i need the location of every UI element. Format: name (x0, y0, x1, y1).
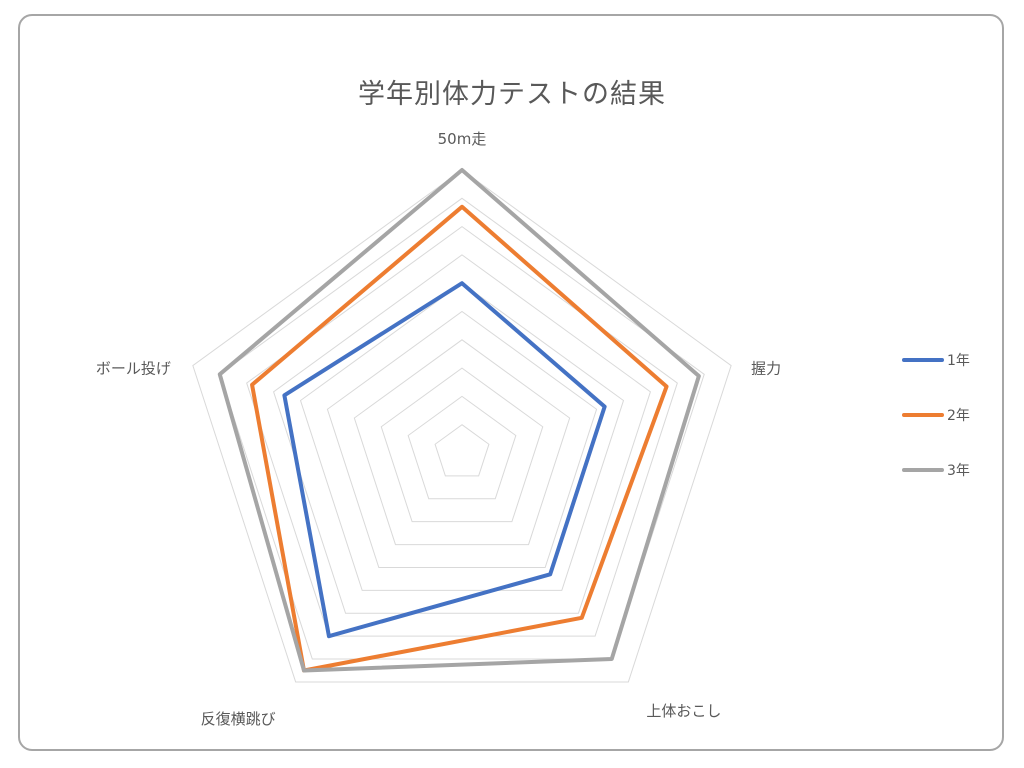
legend-item-2: 2年 (902, 403, 992, 427)
axis-label-5: ボール投げ (96, 360, 171, 378)
gridline-6 (299, 282, 625, 591)
gridline-7 (273, 254, 651, 614)
gridline-5 (326, 310, 598, 568)
gridline-10 (192, 169, 732, 683)
legend-item-3: 3年 (902, 458, 992, 482)
series-line-3 (217, 168, 701, 673)
axis-label-1: 50m走 (438, 130, 487, 148)
chart-title: 学年別体力テストの結果 (358, 79, 666, 110)
legend: 1年 2年 3年 (902, 348, 992, 513)
series-line-2 (250, 204, 669, 673)
gridline-8 (246, 225, 678, 637)
gridline-3 (380, 367, 544, 523)
chart-area (18, 14, 1004, 751)
legend-swatch-1 (902, 358, 944, 362)
series-line-1 (282, 281, 607, 639)
legend-label-2: 2年 (947, 408, 970, 424)
axis-label-2: 握力 (751, 360, 781, 378)
gridline-2 (407, 395, 517, 500)
gridline-1 (434, 424, 490, 477)
legend-label-3: 3年 (947, 463, 970, 479)
legend-label-1: 1年 (947, 353, 970, 369)
legend-swatch-2 (902, 413, 944, 417)
axis-label-4: 反復横跳び (201, 710, 276, 728)
gridline-4 (353, 339, 571, 546)
legend-item-1: 1年 (902, 348, 992, 372)
axis-label-3: 上体おこし (646, 702, 721, 720)
legend-swatch-3 (902, 468, 944, 472)
radar-series (217, 168, 701, 673)
radar-grid (192, 169, 732, 683)
